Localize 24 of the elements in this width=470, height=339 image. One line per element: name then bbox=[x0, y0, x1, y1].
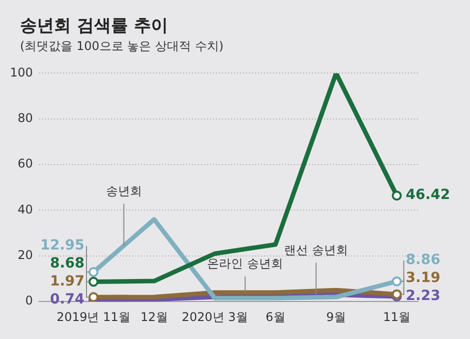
x-tick-label: 12월 bbox=[140, 310, 168, 324]
text: 랜선 송년회 bbox=[284, 242, 348, 257]
x-tick-label: 9월 bbox=[326, 310, 346, 324]
data-label: 8.86 bbox=[406, 252, 440, 268]
chart-subtitle: (최댓값을 100으로 놓은 상대적 수치) bbox=[20, 38, 224, 55]
data-label: 12.95 bbox=[40, 238, 84, 254]
series-label: 온라인 송년회 bbox=[207, 256, 284, 271]
text: 송년회 bbox=[106, 184, 142, 198]
y-tick-label: 60 bbox=[18, 156, 33, 171]
y-tick-label: 0 bbox=[25, 294, 33, 308]
data-label: 8.68 bbox=[50, 256, 84, 272]
chart-title: 송년회 검색률 추이 bbox=[20, 15, 168, 37]
y-tick-label: 80 bbox=[18, 111, 33, 126]
y-tick-label: 20 bbox=[18, 248, 33, 262]
data-label: 46.42 bbox=[406, 187, 450, 204]
data-label: 1.97 bbox=[50, 274, 84, 290]
data-label: 2.23 bbox=[406, 288, 440, 304]
y-tick-label: 40 bbox=[18, 202, 33, 216]
x-tick-label: 11월 bbox=[383, 310, 410, 324]
y-tick-label: 100 bbox=[10, 65, 33, 80]
x-tick-label: 2019년 11월 bbox=[56, 310, 130, 324]
x-tick-label: 2020년 3월 bbox=[182, 310, 248, 324]
data-label: 3.19 bbox=[406, 270, 440, 286]
x-tick-label: 6월 bbox=[266, 310, 286, 324]
